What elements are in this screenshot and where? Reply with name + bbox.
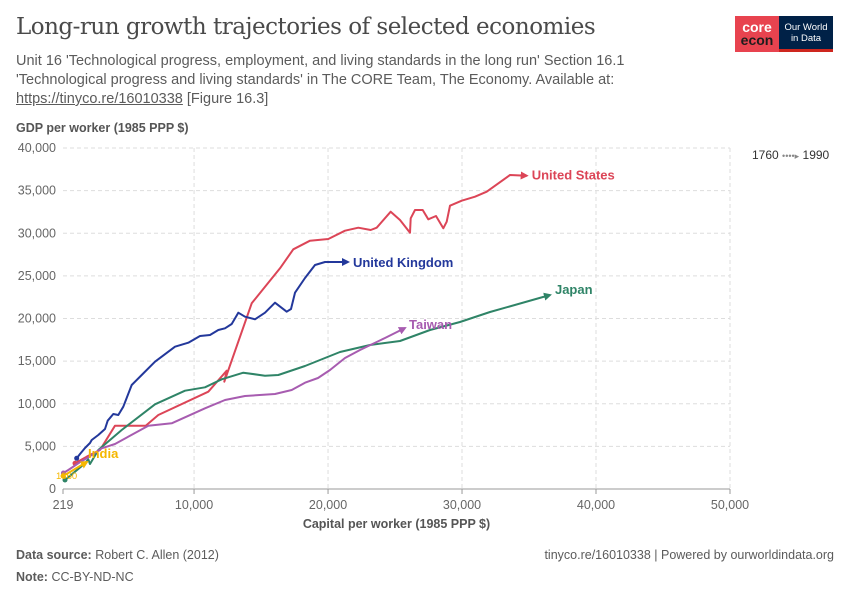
timeline-control[interactable]: 1760 ••••▸ 1990: [752, 148, 829, 162]
series-line-united-kingdom: [75, 258, 350, 459]
arrow-icon: ••••▸: [782, 151, 800, 161]
y-tick-label: 15,000: [18, 354, 56, 368]
x-tick-label: 20,000: [309, 498, 347, 512]
y-tick-label: 20,000: [18, 312, 56, 326]
series-line-japan: [64, 292, 552, 481]
note: Note: CC-BY-ND-NC: [16, 570, 134, 584]
y-axis-label: GDP per worker (1985 PPP $): [16, 121, 189, 135]
series-label: India: [88, 446, 119, 461]
y-tick-label: 10,000: [18, 397, 56, 411]
timeline-end: 1990: [802, 148, 830, 162]
owid-logo: Our World in Data: [779, 16, 833, 52]
y-tick-label: 5,000: [25, 439, 56, 453]
series-line-india: [62, 461, 89, 477]
timeline-start: 1760: [752, 148, 779, 162]
x-tick-label: 50,000: [711, 498, 749, 512]
series-line-united-states: [74, 171, 529, 465]
y-tick-label: 0: [49, 482, 56, 496]
data-source: Data source: Robert C. Allen (2012): [16, 548, 219, 562]
source-link[interactable]: https://tinyco.re/16010338: [16, 91, 183, 107]
series-label: United Kingdom: [353, 255, 453, 270]
subtitle-text: Unit 16 'Technological progress, employm…: [16, 53, 625, 88]
y-tick-label: 30,000: [18, 226, 56, 240]
x-tick-label: 40,000: [577, 498, 615, 512]
series-label: Japan: [555, 282, 593, 297]
series-label: Taiwan: [409, 317, 452, 332]
x-tick-label: 30,000: [443, 498, 481, 512]
logo[interactable]: core econ Our World in Data: [735, 16, 833, 52]
series-start-point: [62, 477, 68, 483]
series-start-point: [60, 473, 66, 479]
series-line-taiwan: [62, 327, 407, 474]
series-label: United States: [532, 168, 615, 183]
x-axis-label: Capital per worker (1985 PPP $): [303, 517, 490, 531]
x-tick-label: 10,000: [175, 498, 213, 512]
y-tick-label: 35,000: [18, 184, 56, 198]
footer-links[interactable]: tinyco.re/16010338 | Powered by ourworld…: [544, 548, 834, 562]
series-start-point: [74, 455, 80, 461]
x-tick-label: 219: [53, 498, 74, 512]
chart-subtitle: Unit 16 'Technological progress, employm…: [16, 52, 706, 109]
start-year-label: 1860: [56, 471, 77, 482]
y-tick-label: 25,000: [18, 269, 56, 283]
core-econ-logo: core econ: [735, 16, 779, 52]
figure-ref: [Figure 16.3]: [186, 91, 269, 107]
y-tick-label: 40,000: [18, 141, 56, 155]
chart-title: Long-run growth trajectories of selected…: [16, 14, 596, 40]
